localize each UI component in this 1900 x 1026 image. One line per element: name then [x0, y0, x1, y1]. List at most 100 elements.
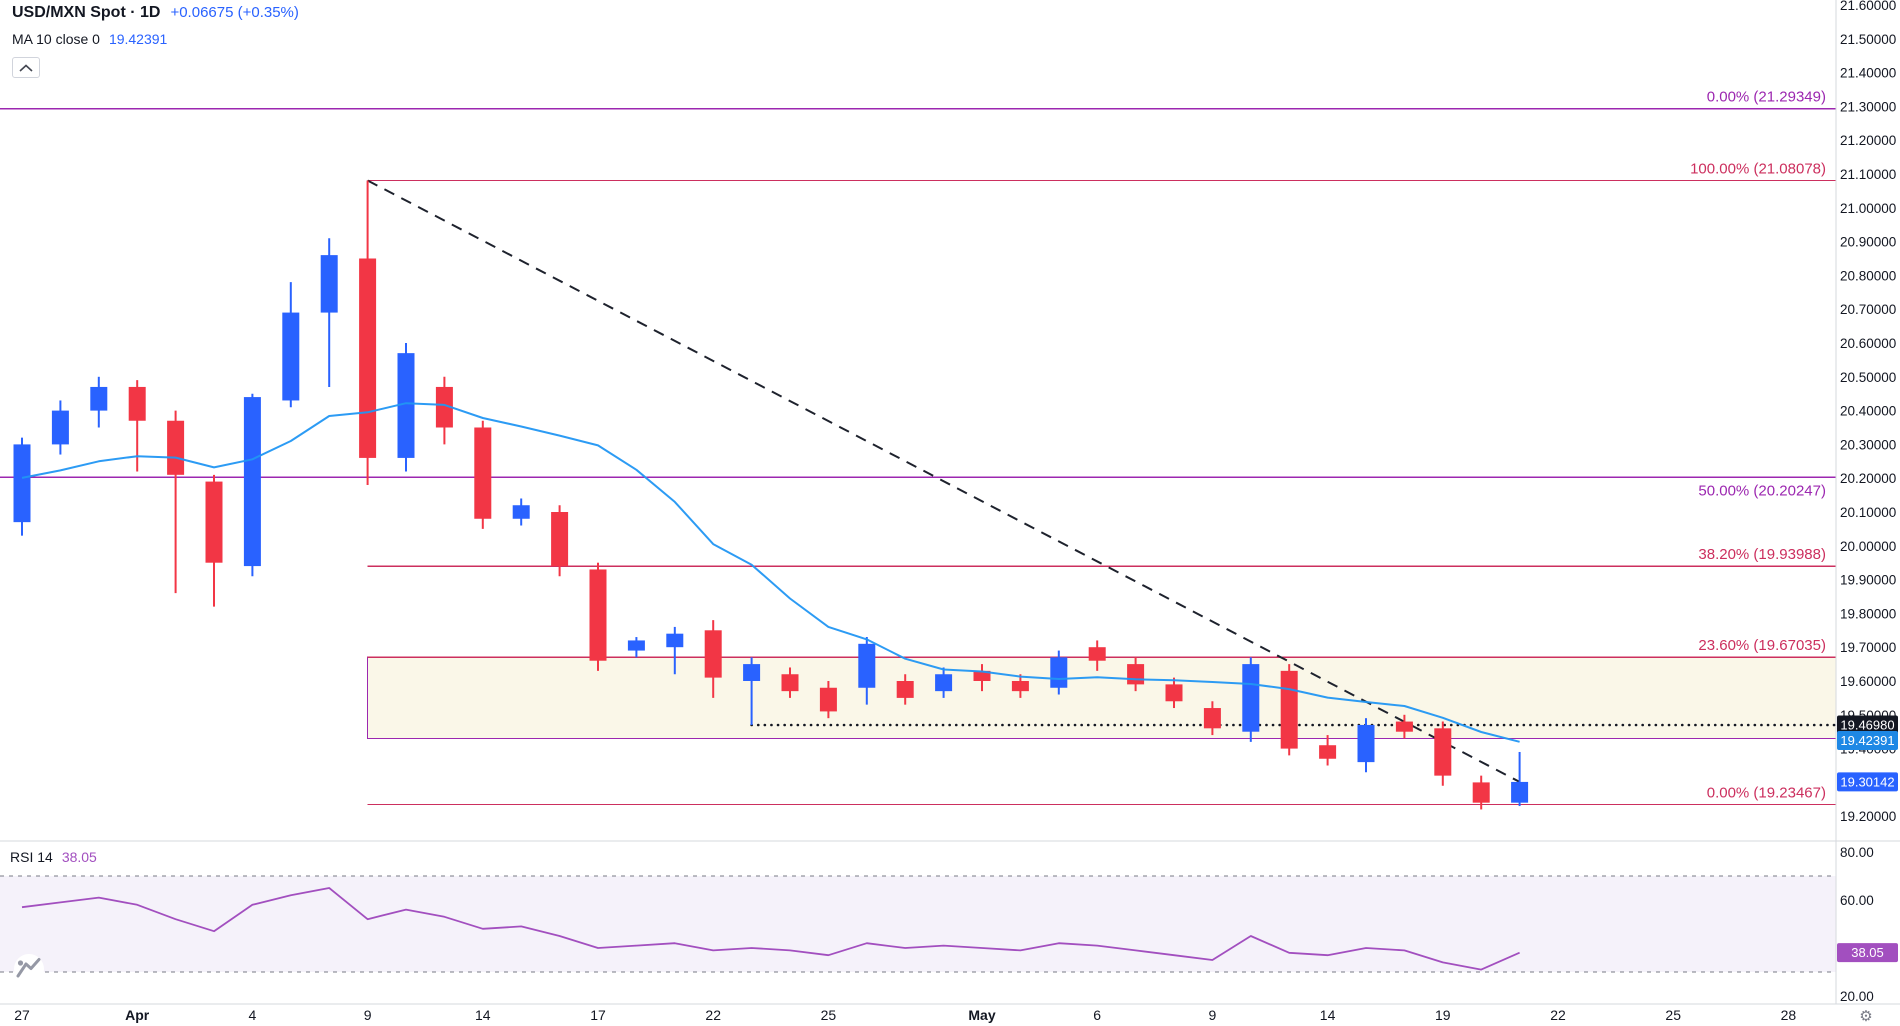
candle-body[interactable]: [128, 386, 146, 421]
price-axis-label: 20.30000: [1840, 437, 1896, 452]
candle-body[interactable]: [973, 670, 991, 681]
candle-body[interactable]: [359, 258, 377, 458]
fib-level-label: 0.00% (19.23467): [1707, 784, 1826, 801]
rsi-label: RSI 14: [10, 849, 53, 865]
price-axis-label: 20.50000: [1840, 370, 1896, 385]
candle-body[interactable]: [51, 410, 69, 445]
price-axis-label: 19.20000: [1840, 809, 1896, 824]
price-axis-label: 19.60000: [1840, 674, 1896, 689]
price-axis-label: 20.70000: [1840, 302, 1896, 317]
price-axis-label: 20.40000: [1840, 404, 1896, 419]
time-axis-label: 14: [475, 1007, 491, 1023]
time-axis-label: 6: [1093, 1007, 1101, 1023]
candle-body[interactable]: [1203, 708, 1221, 729]
trendline[interactable]: [367, 179, 1521, 783]
candle-body[interactable]: [205, 481, 223, 563]
candle-body[interactable]: [282, 312, 300, 401]
time-axis-label: 22: [1550, 1007, 1566, 1023]
price-axis[interactable]: 21.60000 21.50000 21.40000 21.30000 21.20000…: [1837, 0, 1898, 1004]
candle-body[interactable]: [1011, 681, 1029, 692]
time-axis-label: 25: [1665, 1007, 1681, 1023]
rsi-value: 38.05: [61, 849, 97, 865]
candle-body[interactable]: [1357, 724, 1375, 763]
symbol-legend: USD/MXN Spot · 1D +0.06675 (+0.35%) MA 10…: [12, 4, 299, 78]
time-axis-label: 22: [705, 1007, 721, 1023]
candle-body[interactable]: [397, 353, 415, 458]
candle-body[interactable]: [1127, 664, 1145, 685]
time-axis-label: 9: [364, 1007, 372, 1023]
rsi-axis-label: 80.00: [1840, 845, 1874, 860]
ma-line[interactable]: [21, 402, 1520, 743]
symbol-title[interactable]: USD/MXN Spot · 1D: [12, 4, 161, 21]
candle-body[interactable]: [1511, 781, 1529, 803]
time-axis[interactable]: 27 Apr 4 9 14 17 22 25 May 6 9 14 19 22 25 28 ⚙: [14, 1007, 1873, 1025]
candle-body[interactable]: [1319, 745, 1337, 759]
candle-body[interactable]: [243, 397, 261, 567]
candle-body[interactable]: [589, 569, 607, 661]
candle-body[interactable]: [167, 420, 185, 475]
candle-body[interactable]: [1242, 664, 1260, 732]
time-axis-label: 19: [1435, 1007, 1451, 1023]
tradingview-logo[interactable]: [12, 952, 46, 986]
candle-body[interactable]: [1280, 670, 1298, 749]
candle-body[interactable]: [1088, 647, 1106, 661]
rsi-badge: [1837, 943, 1898, 963]
candle-body[interactable]: [90, 386, 108, 411]
candle-body[interactable]: [666, 633, 684, 648]
price-axis-label: 21.20000: [1840, 133, 1896, 148]
rsi-pane[interactable]: [0, 875, 1836, 973]
candle-body[interactable]: [474, 427, 492, 519]
price-axis-label: 21.60000: [1840, 0, 1896, 13]
candle-body[interactable]: [704, 630, 722, 678]
rsi-line: [21, 887, 1520, 971]
rsi-axis-label: 20.00: [1840, 989, 1874, 1004]
candle-body[interactable]: [13, 444, 31, 523]
time-axis-label: 25: [821, 1007, 837, 1023]
time-axis-label: 27: [14, 1007, 30, 1023]
rsi-badge-value: 38.05: [1851, 945, 1884, 960]
candle-body[interactable]: [435, 386, 453, 428]
rsi-axis-label: 60.00: [1840, 893, 1874, 908]
price-axis-label: 19.90000: [1840, 573, 1896, 588]
candle-body[interactable]: [1165, 684, 1183, 702]
candle-body[interactable]: [627, 640, 645, 651]
candle-body[interactable]: [1434, 728, 1452, 776]
price-axis-label: 20.10000: [1840, 505, 1896, 520]
pane-separators: [0, 0, 1900, 1005]
candle-body[interactable]: [551, 512, 569, 567]
price-axis-label: 21.00000: [1840, 201, 1896, 216]
symbol-title-row: USD/MXN Spot · 1D +0.06675 (+0.35%): [12, 4, 299, 22]
candle-body[interactable]: [1395, 721, 1413, 732]
rsi-indicator-legend[interactable]: RSI 14 38.05: [10, 849, 97, 865]
price-axis-label: 20.00000: [1840, 539, 1896, 554]
price-axis-label: 19.70000: [1840, 640, 1896, 655]
price-axis-label: 21.30000: [1840, 99, 1896, 114]
price-badge-value: 19.46980: [1840, 718, 1894, 733]
time-axis-label: 28: [1781, 1007, 1797, 1023]
candle-body[interactable]: [743, 664, 761, 681]
price-axis-label: 20.60000: [1840, 336, 1896, 351]
candle-body[interactable]: [858, 643, 876, 688]
candle-body[interactable]: [1472, 782, 1490, 803]
time-axis-label: 4: [249, 1007, 257, 1023]
zone-rectangle[interactable]: [367, 656, 1837, 739]
candle-body[interactable]: [1050, 657, 1068, 688]
candle-body[interactable]: [935, 674, 953, 692]
gear-icon[interactable]: ⚙: [1859, 1008, 1872, 1025]
fib-level-label: 100.00% (21.08078): [1690, 160, 1826, 177]
candle-body[interactable]: [781, 674, 799, 692]
price-change: +0.06675 (+0.35%): [170, 4, 299, 21]
ma-value: 19.42391: [108, 31, 168, 47]
collapse-legend-button[interactable]: [12, 57, 40, 78]
price-axis-label: 20.80000: [1840, 268, 1896, 283]
fib-level-label: 50.00% (20.20247): [1698, 482, 1826, 499]
candle-body[interactable]: [896, 681, 914, 698]
ma-indicator-legend[interactable]: MA 10 close 0 19.42391: [12, 31, 299, 47]
candle-body[interactable]: [512, 505, 530, 519]
price-badge: [1837, 715, 1898, 735]
candle-body[interactable]: [819, 687, 837, 712]
candle-body[interactable]: [320, 255, 338, 313]
chevron-up-icon: [18, 60, 34, 75]
